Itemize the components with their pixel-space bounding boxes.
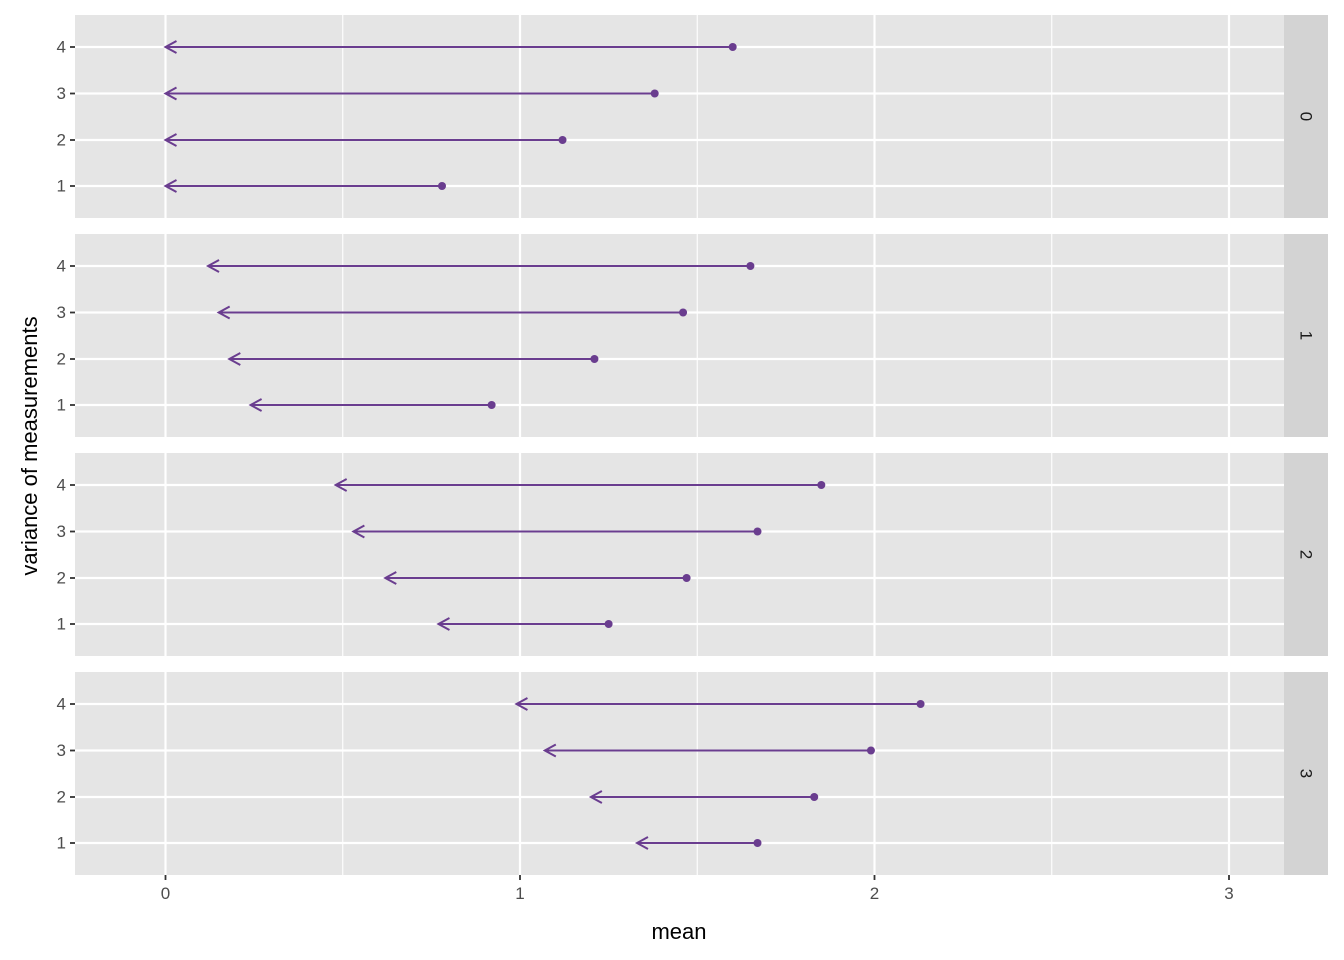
start-point bbox=[753, 839, 762, 847]
facet-strip-label: 0 bbox=[1297, 112, 1316, 121]
start-point bbox=[558, 136, 567, 144]
arrow-head bbox=[634, 836, 649, 850]
arrow-segment bbox=[163, 86, 659, 101]
start-point bbox=[650, 89, 659, 98]
facet-strip-label: 3 bbox=[1297, 769, 1316, 778]
start-point bbox=[753, 527, 762, 536]
arrow-segment bbox=[542, 743, 875, 758]
y-tick-label: 4 bbox=[57, 476, 66, 495]
start-point bbox=[682, 574, 691, 582]
arrow-segment bbox=[588, 790, 819, 804]
x-axis-title: mean bbox=[651, 919, 706, 944]
y-tick-label: 4 bbox=[57, 257, 66, 276]
start-point bbox=[916, 700, 925, 708]
arrow-segment bbox=[163, 179, 447, 193]
y-tick-label: 2 bbox=[57, 569, 66, 588]
facet-panels: 0 1 2 3 4 1 1 2 3 4 2 1 2 3 4 3 1 2 3 4 bbox=[57, 15, 1328, 875]
start-point bbox=[438, 182, 447, 190]
arrow-segment bbox=[514, 697, 925, 711]
arrow-segment bbox=[436, 617, 613, 631]
arrow-head bbox=[383, 571, 397, 585]
arrow-segment bbox=[634, 836, 762, 850]
facet-strip bbox=[1284, 672, 1328, 875]
facet-panel-3: 3 1 2 3 4 bbox=[57, 672, 1328, 875]
arrow-head bbox=[248, 398, 263, 412]
arrow-head bbox=[163, 40, 177, 54]
facet-strip-label: 1 bbox=[1297, 331, 1316, 340]
x-axis: 0 1 2 3 bbox=[161, 875, 1234, 903]
start-point bbox=[746, 262, 755, 270]
arrow-head bbox=[205, 259, 220, 273]
arrow-segment bbox=[205, 259, 755, 273]
y-tick-label: 4 bbox=[57, 695, 66, 714]
arrow-segment bbox=[216, 305, 688, 320]
y-tick-label: 3 bbox=[57, 303, 66, 322]
arrow-head bbox=[514, 697, 528, 711]
start-point bbox=[487, 401, 496, 409]
start-point bbox=[817, 481, 826, 489]
start-point bbox=[866, 746, 875, 755]
panel-background bbox=[75, 15, 1284, 218]
start-point bbox=[810, 793, 819, 801]
arrow-head bbox=[333, 478, 348, 492]
arrow-head bbox=[163, 133, 177, 147]
facet-strip bbox=[1284, 15, 1328, 218]
y-tick-label: 2 bbox=[57, 788, 66, 807]
y-tick-label: 2 bbox=[57, 131, 66, 150]
y-axis-title: variance of measurements bbox=[17, 316, 42, 575]
y-tick-label: 1 bbox=[57, 615, 66, 634]
panel-background bbox=[75, 234, 1284, 437]
facet-strip-label: 2 bbox=[1297, 550, 1316, 559]
y-tick-label: 1 bbox=[57, 834, 66, 853]
facet-panel-2: 2 1 2 3 4 bbox=[57, 453, 1328, 656]
x-tick-label: 1 bbox=[515, 884, 524, 903]
facet-panel-0: 0 1 2 3 4 bbox=[57, 15, 1328, 218]
y-tick-label: 1 bbox=[57, 396, 66, 415]
arrow-head bbox=[227, 352, 241, 366]
arrow-head bbox=[216, 305, 231, 320]
x-tick-label: 3 bbox=[1224, 884, 1233, 903]
arrow-segment bbox=[333, 478, 826, 492]
arrow-segment bbox=[227, 352, 599, 366]
arrow-head bbox=[163, 179, 177, 193]
y-tick-label: 2 bbox=[57, 350, 66, 369]
start-point bbox=[679, 308, 688, 317]
facet-strip bbox=[1284, 234, 1328, 437]
arrow-head bbox=[588, 790, 603, 804]
y-tick-label: 3 bbox=[57, 522, 66, 541]
y-tick-label: 4 bbox=[57, 38, 66, 57]
y-tick-label: 1 bbox=[57, 177, 66, 196]
arrow-segment bbox=[163, 133, 567, 147]
arrow-segment bbox=[383, 571, 691, 585]
x-tick-label: 0 bbox=[161, 884, 170, 903]
arrow-segment bbox=[248, 398, 496, 412]
start-point bbox=[728, 43, 737, 51]
arrow-head bbox=[351, 524, 365, 539]
start-point bbox=[590, 355, 599, 363]
y-tick-label: 3 bbox=[57, 741, 66, 760]
x-tick-label: 2 bbox=[870, 884, 879, 903]
arrow-segment bbox=[163, 40, 737, 54]
facet-panel-1: 1 1 2 3 4 bbox=[57, 234, 1328, 437]
facet-strip bbox=[1284, 453, 1328, 656]
panel-background bbox=[75, 453, 1284, 656]
start-point bbox=[604, 620, 613, 628]
arrow-head bbox=[436, 617, 450, 631]
arrow-head bbox=[542, 743, 557, 758]
y-tick-label: 3 bbox=[57, 84, 66, 103]
arrow-head bbox=[163, 86, 177, 101]
panel-background bbox=[75, 672, 1284, 875]
arrow-segment bbox=[351, 524, 762, 539]
